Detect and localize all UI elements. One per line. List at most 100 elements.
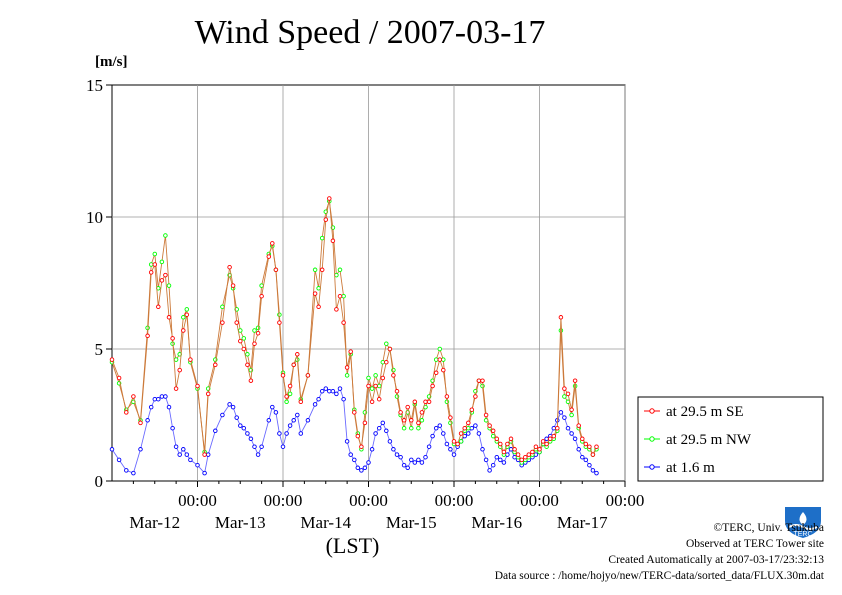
x-tick-time-label: 00:00: [349, 491, 388, 510]
data-point: [188, 457, 193, 463]
data-point: [148, 262, 154, 267]
data-point: [305, 373, 311, 378]
data-point: [526, 452, 532, 457]
data-point: [487, 468, 492, 473]
data-point: [508, 447, 514, 452]
y-tick-label: 15: [86, 76, 103, 95]
observed-text: Observed at TERC Tower site: [685, 538, 824, 550]
data-point: [466, 420, 471, 426]
data-point: [419, 418, 425, 423]
data-point: [124, 468, 129, 473]
data-point: [380, 420, 386, 426]
data-point: [173, 444, 179, 449]
data-point: [109, 447, 115, 452]
data-point: [291, 418, 296, 423]
terc-logo: TERC: [783, 503, 823, 539]
data-point: [287, 383, 293, 389]
data-point: [202, 470, 207, 476]
data-point: [458, 431, 464, 436]
data-point: [359, 444, 364, 449]
data-point: [572, 436, 578, 442]
data-point: [181, 315, 186, 320]
data-point: [166, 315, 172, 320]
data-point: [376, 383, 382, 389]
data-point: [259, 293, 264, 299]
data-point: [348, 452, 353, 457]
data-point: [295, 352, 300, 357]
data-point: [312, 267, 318, 273]
data-source-text: Data source : /home/hojyo/new/TERC-data/…: [494, 570, 824, 582]
data-point: [295, 412, 300, 418]
data-point: [145, 418, 150, 423]
data-point: [284, 399, 289, 405]
data-point: [227, 264, 232, 270]
data-point: [312, 402, 318, 407]
data-point: [159, 278, 165, 283]
legend-swatch-marker: [649, 464, 655, 470]
data-point: [565, 391, 571, 397]
data-point: [441, 431, 446, 436]
data-point: [116, 457, 122, 463]
data-point: [362, 420, 368, 426]
data-point: [547, 436, 553, 442]
data-point: [430, 383, 435, 389]
data-point: [230, 404, 236, 410]
credits-block: ©TERC, Univ. Tsukuba Observed at TERC To…: [495, 520, 824, 584]
data-point: [587, 444, 592, 449]
data-point: [148, 270, 154, 275]
data-point: [184, 312, 190, 317]
data-point: [316, 304, 321, 310]
data-point: [181, 447, 186, 452]
data-point: [270, 241, 275, 246]
data-point: [562, 386, 567, 391]
data-point: [284, 394, 289, 399]
data-point: [490, 428, 496, 434]
data-point: [433, 370, 439, 376]
data-point: [558, 410, 564, 415]
data-point: [565, 425, 571, 431]
data-point: [163, 394, 168, 399]
data-point: [398, 410, 403, 415]
data-point: [583, 457, 589, 463]
data-point: [405, 404, 410, 410]
data-point: [519, 457, 524, 463]
data-point: [305, 418, 311, 423]
data-point: [352, 410, 357, 415]
chart-title: Wind Speed / 2007-03-17: [194, 14, 546, 51]
data-point: [352, 457, 357, 463]
logo-text: TERC: [793, 531, 812, 538]
data-point: [341, 396, 346, 402]
data-point: [576, 423, 581, 428]
data-point: [323, 386, 329, 391]
data-point: [124, 410, 129, 415]
x-tick-time-label: 00:00: [606, 491, 645, 510]
data-point: [205, 452, 211, 457]
x-tick-date-label: Mar-15: [386, 513, 437, 532]
data-point: [109, 357, 115, 362]
data-point: [238, 328, 243, 333]
data-point: [409, 457, 414, 463]
legend-box: [637, 396, 824, 482]
x-tick-date-label: Mar-13: [215, 513, 266, 532]
data-point: [416, 420, 421, 426]
y-axis-unit-label: [m/s]: [95, 54, 128, 70]
copyright-text: ©TERC, Univ. Tsukuba: [713, 522, 824, 534]
data-point: [287, 423, 293, 428]
data-point: [473, 394, 478, 399]
x-tick-time-label: 00:00: [435, 491, 474, 510]
data-point: [508, 436, 514, 442]
data-point: [448, 447, 453, 452]
data-point: [483, 412, 489, 418]
legend-label: at 1.6 m: [666, 460, 715, 476]
data-point: [505, 441, 510, 447]
data-point: [116, 375, 122, 381]
data-point: [587, 462, 592, 468]
data-point: [156, 396, 161, 402]
data-point: [337, 293, 343, 299]
legend-swatch-marker: [649, 408, 655, 414]
data-point: [238, 423, 243, 428]
data-point: [266, 254, 272, 259]
data-point: [205, 391, 211, 397]
data-point: [562, 415, 567, 420]
